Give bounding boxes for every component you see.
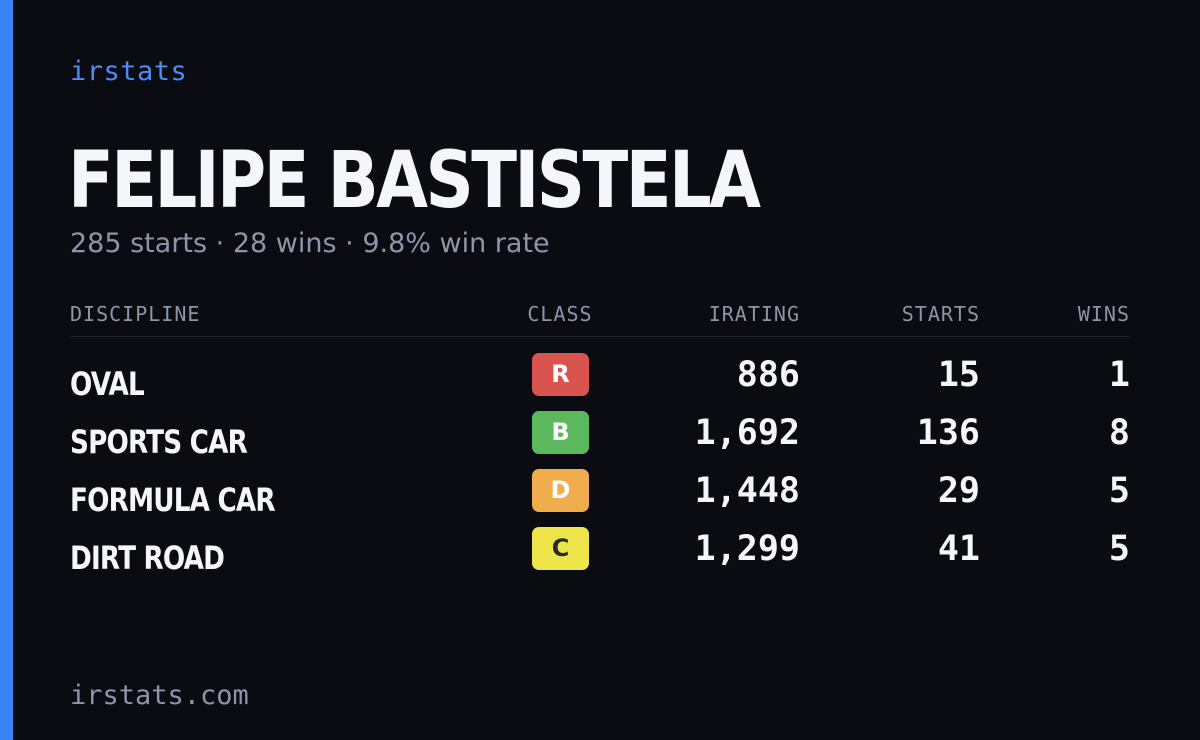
header-discipline: DISCIPLINE <box>70 302 201 326</box>
table-body: OVAL R 886 15 1 SPORTS CAR B 1,692 136 8 FORMULA C… <box>70 353 1130 585</box>
total-starts: 285 starts <box>70 228 208 259</box>
table-header: DISCIPLINE CLASS IRATING STARTS WINS <box>70 298 1130 337</box>
class-badge: D <box>532 469 589 512</box>
discipline-name: DIRT ROAD <box>70 539 225 577</box>
discipline-name: SPORTS CAR <box>70 423 248 461</box>
class-badge: R <box>532 353 589 396</box>
class-badge: C <box>532 527 589 570</box>
wins-value: 5 <box>1108 471 1130 511</box>
class-badge: B <box>532 411 589 454</box>
table-row: DIRT ROAD C 1,299 41 5 <box>70 527 1130 585</box>
player-summary: 285 starts · 28 wins · 9.8% win rate <box>70 228 550 259</box>
irating-value: 1,448 <box>694 471 800 511</box>
brand-logo[interactable]: irstats <box>70 56 188 87</box>
wins-value: 5 <box>1108 529 1130 569</box>
header-class: CLASS <box>527 302 593 326</box>
header-wins: WINS <box>1077 302 1130 326</box>
wins-value: 1 <box>1108 355 1130 395</box>
accent-bar <box>0 0 13 740</box>
table-row: OVAL R 886 15 1 <box>70 353 1130 411</box>
separator: · <box>345 228 354 259</box>
wins-value: 8 <box>1108 413 1130 453</box>
table-row: SPORTS CAR B 1,692 136 8 <box>70 411 1130 469</box>
discipline-name: OVAL <box>70 365 145 403</box>
irating-value: 886 <box>736 355 800 395</box>
starts-value: 15 <box>937 355 980 395</box>
starts-value: 29 <box>937 471 980 511</box>
irating-value: 1,692 <box>694 413 800 453</box>
header-starts: STARTS <box>901 302 980 326</box>
separator: · <box>215 228 225 259</box>
starts-value: 136 <box>916 413 980 453</box>
table-row: FORMULA CAR D 1,448 29 5 <box>70 469 1130 527</box>
win-rate: 9.8% win rate <box>362 228 550 259</box>
discipline-name: FORMULA CAR <box>70 481 276 519</box>
player-name: FELIPE BASTISTELA <box>68 136 761 226</box>
footer-url[interactable]: irstats.com <box>70 680 249 711</box>
irating-value: 1,299 <box>694 529 800 569</box>
header-irating: IRATING <box>708 302 800 326</box>
starts-value: 41 <box>937 529 980 569</box>
total-wins: 28 wins <box>232 228 337 259</box>
stats-table: DISCIPLINE CLASS IRATING STARTS WINS OVA… <box>70 298 1130 585</box>
